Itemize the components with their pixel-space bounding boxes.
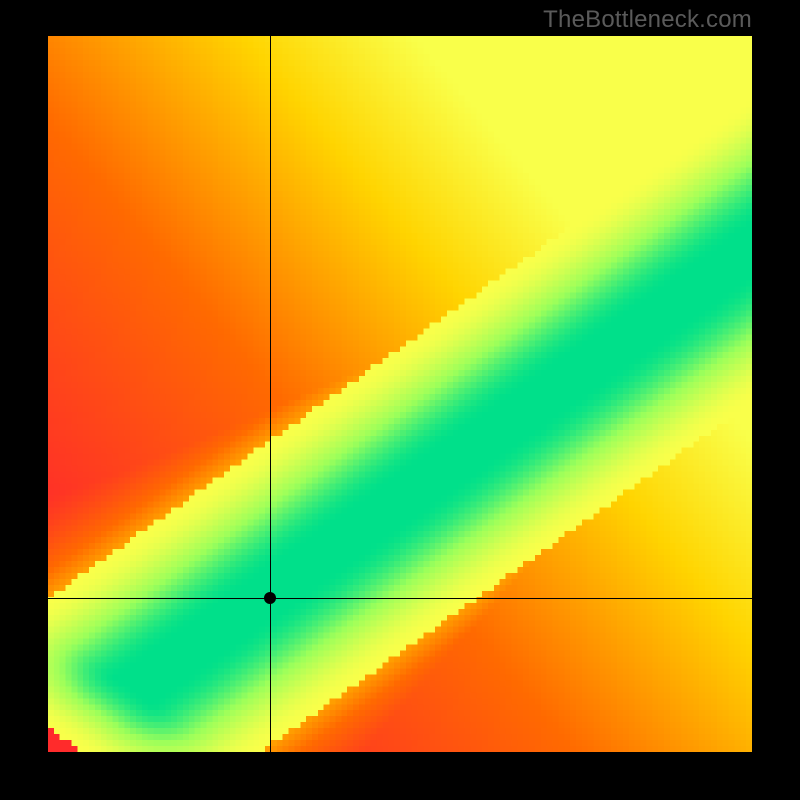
watermark-text: TheBottleneck.com	[543, 6, 752, 34]
plot-area	[48, 36, 752, 752]
crosshair-horizontal	[48, 598, 752, 599]
crosshair-vertical	[270, 36, 271, 752]
crosshair-marker	[264, 592, 276, 604]
heatmap-canvas	[48, 36, 752, 752]
